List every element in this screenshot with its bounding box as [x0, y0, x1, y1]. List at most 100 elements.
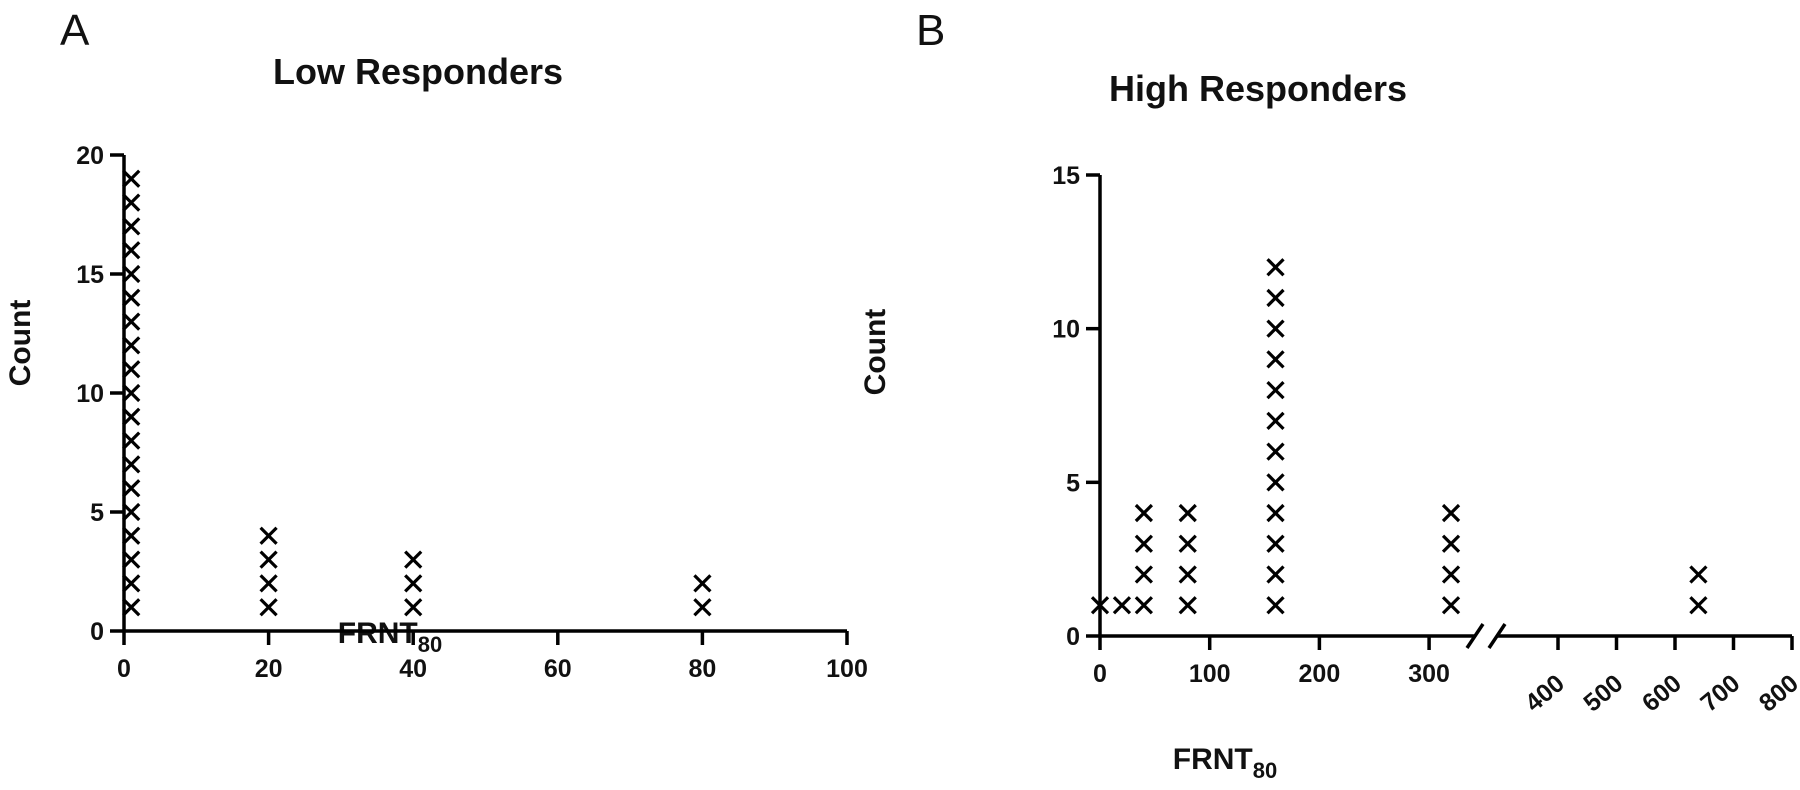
panel-b-data-point	[1266, 288, 1285, 308]
panel-b-data-point-stroke-2	[1266, 288, 1285, 308]
panel-a-data-point	[693, 598, 712, 617]
panel-a-data-point	[122, 455, 141, 474]
panel-a-data-point	[404, 550, 423, 569]
panel-b-x-tick-label: 0	[1093, 660, 1107, 688]
panel-a-data-point-stroke-2	[122, 360, 141, 379]
panel-a-label: A	[60, 6, 90, 55]
panel-a-data-point-stroke-2	[122, 241, 141, 260]
panel-b-data-point-stroke-2	[1178, 565, 1197, 584]
panel-a-data-point-stroke-2	[122, 431, 141, 450]
panel-a-data-point-stroke-2	[122, 550, 141, 569]
panel-a-data-point-stroke-2	[122, 264, 141, 284]
panel-b-data-point-stroke-2	[1441, 534, 1461, 553]
panel-b-y-tick-label: 5	[1066, 469, 1080, 497]
panel-b-data-point	[1134, 503, 1154, 523]
panel-a-data-point	[122, 431, 141, 450]
panel-b-xlabel: FRNT80	[1173, 743, 1277, 783]
panel-a-data-point-stroke-2	[122, 407, 141, 426]
panel-b-axis-break-mark	[1465, 623, 1485, 649]
panel-b-x-tick-label: 800	[1754, 669, 1800, 717]
panel-a-data-point-stroke-2	[122, 193, 141, 212]
panel-b-axis-break-mark	[1487, 623, 1507, 649]
panel-a-data-point-stroke-2	[122, 288, 141, 307]
panel-a-data-point-stroke-2	[122, 455, 141, 474]
panel-a-data-point	[259, 526, 278, 545]
panel-b-x-tick-label: 100	[1189, 660, 1231, 688]
panel-b-data-point-stroke-2	[1266, 534, 1285, 553]
panel-b-data-point	[1112, 596, 1132, 615]
panel-a-data-point	[259, 598, 278, 617]
panel-b-data-point	[1266, 381, 1285, 400]
panel-a-xlabel-main: FRNT	[338, 617, 418, 650]
panel-a-data-point	[122, 241, 141, 260]
panel-b-data-point	[1178, 596, 1197, 615]
panel-a-data-point	[404, 598, 423, 617]
panel-b-data-point	[1134, 565, 1154, 584]
panel-a-data-point	[122, 312, 141, 331]
panel-b-data-point	[1441, 534, 1461, 553]
panel-b-data-point	[1178, 534, 1197, 553]
panel-b-data-point-stroke-2	[1266, 503, 1285, 523]
panel-a-y-tick-label: 15	[76, 261, 104, 289]
panel-b-x-tick-label: 500	[1578, 669, 1628, 717]
panel-b-data-point-stroke-2	[1266, 258, 1285, 277]
panel-b-data-point-stroke-2	[1689, 596, 1708, 615]
panel-b-data-point	[1441, 596, 1461, 615]
panel-a-data-point	[122, 193, 141, 212]
panel-a-data-point-stroke-2	[693, 574, 712, 593]
panel-a-data-point-stroke-2	[404, 598, 423, 617]
panel-b-data-point	[1441, 503, 1461, 523]
panel-b-data-point-stroke-2	[1178, 596, 1197, 615]
panel-b-data-point	[1266, 596, 1285, 615]
panel-b-data-point	[1134, 534, 1154, 553]
panel-b-data-point	[1266, 534, 1285, 553]
panel-a-plot: 0 5 10 15 20 0 20 40 60 80 100	[76, 142, 868, 683]
panel-b-data-point	[1266, 565, 1285, 584]
panel-b-ylabel: Count	[859, 309, 892, 396]
panel-b-x-tick-label: 200	[1299, 660, 1341, 688]
panel-a-data-point	[122, 217, 141, 236]
panel-b-data-point	[1441, 565, 1461, 584]
panel-b-data-point-stroke-2	[1134, 596, 1154, 615]
panel-a-x-tick-label: 40	[399, 655, 427, 683]
panel-a-data-point	[122, 550, 141, 569]
panel-a-data-point	[122, 288, 141, 307]
panel-a-data-point	[122, 598, 141, 617]
panel-a-data-point	[259, 574, 278, 593]
panel-a-x-tick-label: 100	[826, 655, 868, 683]
panel-a-data-point-stroke-2	[122, 169, 141, 188]
panel-b-data-point-stroke-2	[1441, 565, 1461, 584]
panel-b-x-tick-label: 600	[1637, 669, 1687, 717]
panel-a-data-point	[693, 574, 712, 593]
panel-b-data-point	[1266, 503, 1285, 523]
panel-b-title: High Responders	[1109, 68, 1407, 109]
panel-a-data-point-stroke-2	[404, 550, 423, 569]
panel-a-ylabel: Count	[4, 300, 37, 387]
panel-b-xlabel-sub: 80	[1253, 758, 1277, 783]
panel-b-plot: 0 5 10 15 0 100 200 300 400 500 600 700 800	[1052, 162, 1800, 717]
panel-a-data-point	[122, 360, 141, 379]
panel-a-data-point-stroke-2	[122, 598, 141, 617]
panel-b-x-tick-label: 300	[1408, 660, 1450, 688]
panel-b-x-tick-label: 700	[1695, 669, 1745, 717]
panel-b-data-point	[1689, 596, 1708, 615]
panel-a-data-point	[122, 479, 141, 498]
panel-a-xlabel: FRNT80	[338, 617, 442, 657]
panel-a-xlabel-sub: 80	[418, 632, 442, 657]
panel-b-data-point-stroke-2	[1266, 596, 1285, 615]
panel-b-data-point-stroke-2	[1178, 534, 1197, 553]
panel-b-data-point-stroke-2	[1441, 503, 1461, 523]
panel-a-y-tick-label: 5	[90, 499, 104, 527]
panel-a-data-point-stroke-2	[122, 336, 141, 355]
panel-b-data-point-stroke-2	[1689, 565, 1708, 584]
panel-b-data-point-stroke-2	[1134, 565, 1154, 584]
panel-a-data-point	[122, 526, 141, 545]
panel-a-data-point	[122, 502, 141, 522]
panel-a-data-point-stroke-2	[259, 598, 278, 617]
panel-a-x-tick-label: 0	[117, 655, 131, 683]
panel-b-data-point-stroke-2	[1178, 503, 1197, 523]
panel-b-data-point-stroke-2	[1441, 596, 1461, 615]
panel-b-data-point-stroke-2	[1134, 503, 1154, 523]
panel-a-data-point-stroke-2	[122, 383, 141, 403]
